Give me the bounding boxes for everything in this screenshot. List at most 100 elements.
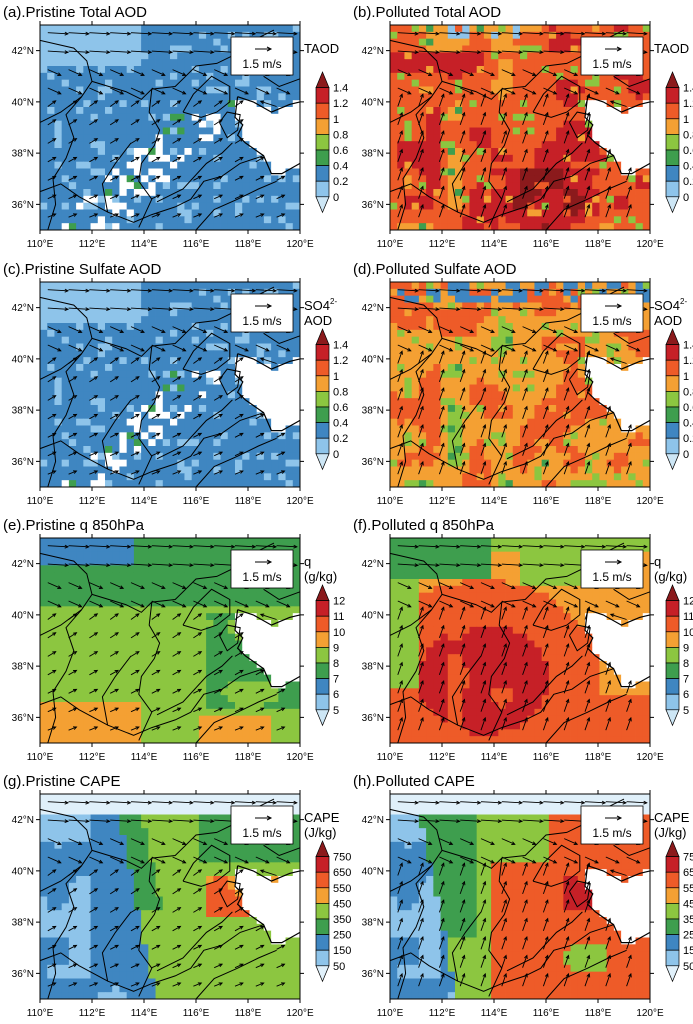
field-cell [585, 189, 593, 197]
field-cell [455, 79, 463, 87]
field-cell [541, 357, 550, 365]
field-cell [548, 377, 557, 385]
field-cell [133, 384, 142, 392]
field-cell [585, 364, 593, 372]
wind-vector-head [565, 167, 570, 172]
field-cell [404, 323, 413, 331]
field-cell [141, 216, 149, 224]
field-cell [249, 357, 258, 365]
field-cell [520, 148, 528, 156]
field-cell [397, 209, 405, 217]
field-cell [585, 209, 593, 217]
field-cell [447, 72, 456, 81]
field-cell [476, 216, 485, 224]
wind-vector-head [177, 357, 182, 362]
field-cell [292, 189, 301, 197]
field-cell [541, 418, 550, 426]
field-cell [541, 316, 550, 324]
field-cell [440, 282, 449, 290]
field-cell [47, 364, 55, 372]
wind-vector [47, 451, 56, 457]
wind-vector-head [399, 185, 403, 191]
field-cell [411, 357, 420, 365]
field-cell [469, 141, 478, 149]
field-cell [206, 113, 214, 122]
field-cell [469, 216, 478, 224]
field-cell [621, 141, 629, 149]
field-cell [469, 175, 478, 183]
field-cell [242, 384, 250, 392]
field-cell [534, 79, 543, 87]
field-cell [642, 113, 651, 122]
field-cell [47, 343, 55, 351]
field-cell [83, 364, 91, 372]
field-cell [184, 175, 193, 183]
field-cell [426, 288, 434, 297]
field-cell [390, 86, 398, 94]
colorbar-segment [315, 422, 330, 439]
field-cell [76, 161, 84, 169]
field-cell [61, 405, 70, 413]
field-cell [498, 141, 506, 149]
field-cell [271, 86, 279, 94]
field-cell [133, 202, 142, 210]
field-cell [541, 223, 550, 231]
field-cell [483, 175, 492, 183]
field-cell [577, 425, 586, 433]
field-cell [235, 216, 243, 224]
field-cell [97, 350, 106, 358]
field-cell [462, 182, 470, 190]
wind-vector-head [440, 130, 445, 135]
wind-vector [213, 119, 223, 126]
field-cell [599, 288, 608, 297]
colorbar-label: 0.4 [333, 418, 348, 430]
field-cell [491, 120, 499, 128]
field-cell [426, 66, 434, 74]
field-cell [213, 302, 221, 310]
wind-vector [213, 357, 223, 364]
field-cell [404, 141, 413, 149]
field-cell [198, 134, 207, 142]
field-cell [534, 113, 543, 122]
field-cell [505, 52, 514, 60]
wind-vector [172, 213, 181, 218]
colorbar: 00.20.40.60.811.21.4 [315, 71, 348, 214]
field-cell [242, 405, 250, 413]
field-cell [170, 295, 178, 303]
field-cell [534, 302, 543, 310]
field-cell [505, 425, 514, 433]
wind-vector-head [156, 175, 161, 180]
field-cell [227, 425, 236, 433]
field-cell [404, 329, 413, 338]
field-cell [292, 459, 301, 467]
field-cell [447, 309, 456, 317]
field-cell [191, 377, 200, 385]
field-cell [141, 343, 149, 351]
wind-vector-head [197, 357, 203, 362]
field-cell [635, 148, 644, 156]
wind-vector-head [565, 185, 570, 191]
field-cell [191, 459, 200, 467]
field-cell [292, 384, 301, 392]
field-cell [491, 161, 499, 169]
field-cell [397, 336, 405, 344]
wind-vector [172, 50, 193, 53]
field-cell [570, 195, 579, 204]
field-cell [292, 209, 301, 217]
field-cell [40, 323, 48, 331]
field-cell [462, 295, 470, 303]
field-cell [105, 66, 113, 74]
wind-vector-head [586, 203, 591, 209]
field-cell [534, 384, 543, 392]
wind-vector-head [135, 395, 140, 399]
field-cell [105, 134, 113, 142]
field-cell [534, 168, 543, 176]
wind-vector [418, 149, 424, 162]
wind-vector-head [189, 50, 194, 55]
field-cell [635, 79, 644, 87]
wind-vector [110, 344, 124, 352]
field-cell [621, 411, 629, 420]
field-cell [418, 370, 427, 379]
field-cell [227, 480, 236, 488]
field-cell [83, 100, 91, 108]
